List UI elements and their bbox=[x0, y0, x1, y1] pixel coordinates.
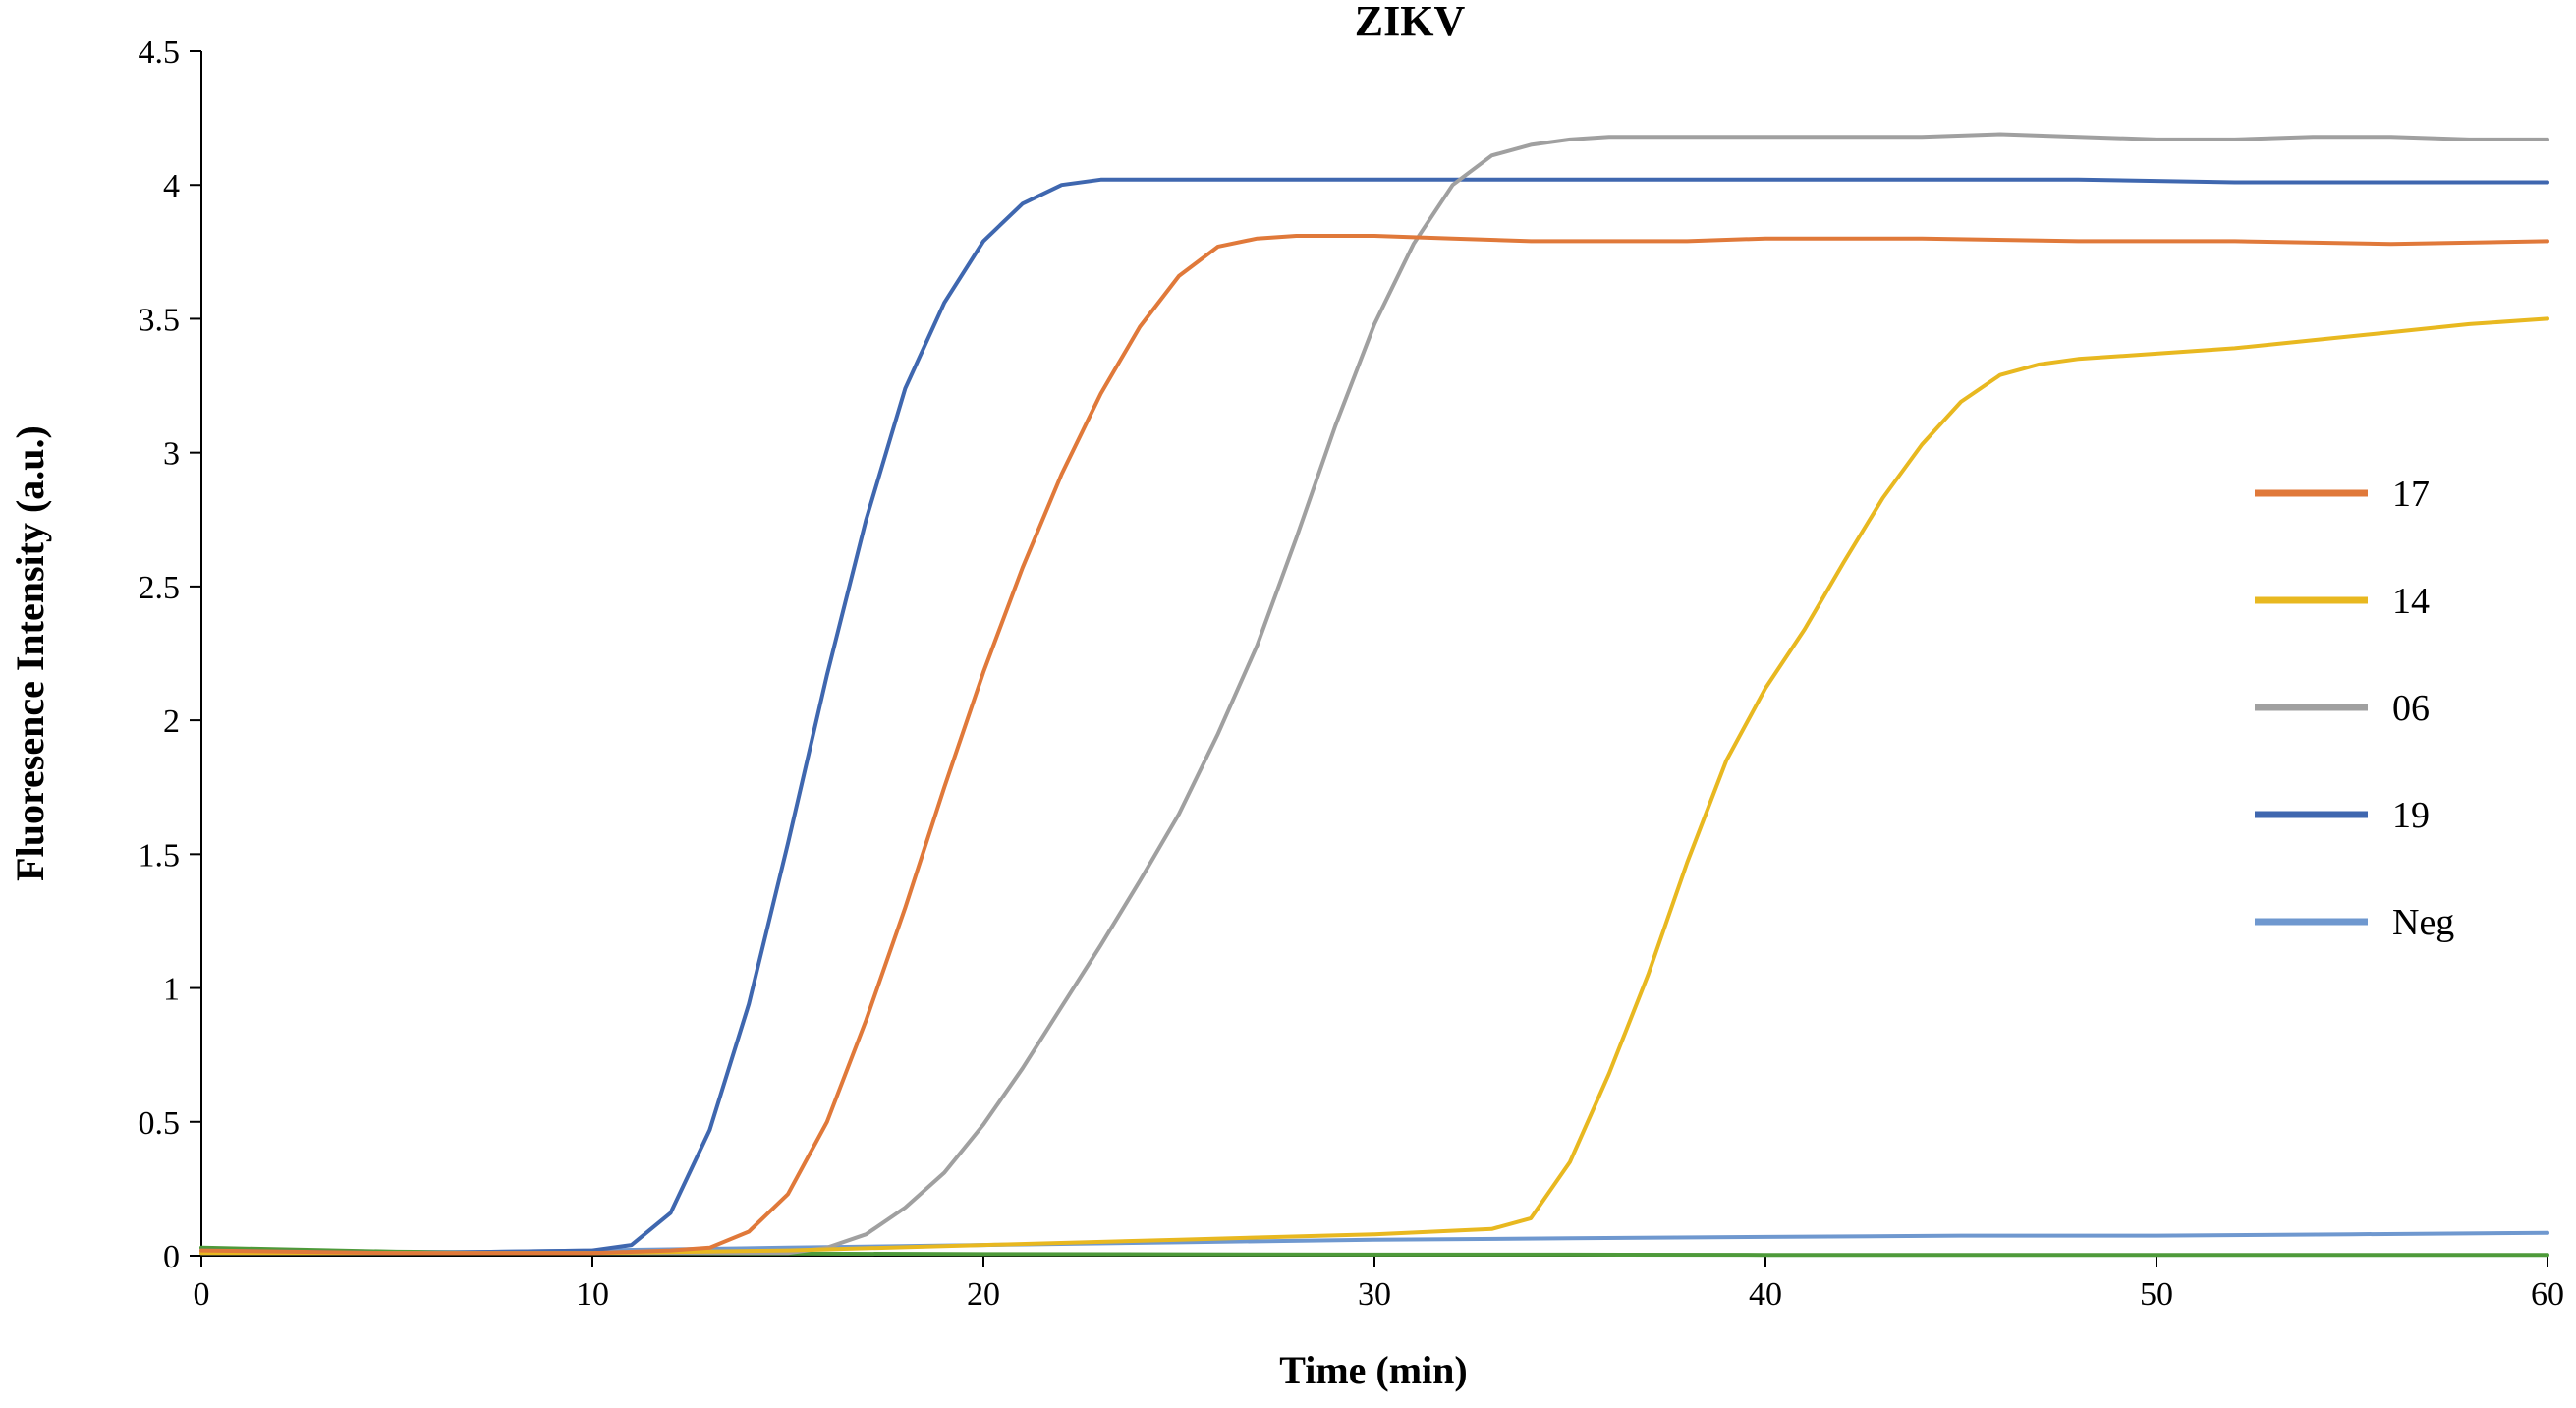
legend-label-14: 14 bbox=[2392, 581, 2430, 622]
chart-legend: 17 14 06 19 Neg bbox=[2255, 474, 2454, 943]
y-tick-label: 4 bbox=[163, 168, 180, 204]
y-tick-label: 2 bbox=[163, 704, 180, 740]
x-tick-label: 30 bbox=[1358, 1276, 1391, 1313]
x-tick-label: 0 bbox=[194, 1276, 210, 1313]
y-tick-label: 0 bbox=[163, 1239, 180, 1275]
legend-label-17: 17 bbox=[2392, 474, 2430, 515]
x-axis-title: Time (min) bbox=[1279, 1348, 1467, 1392]
series-line-19 bbox=[199, 177, 2549, 1256]
y-tick-label: 1.5 bbox=[139, 837, 181, 873]
y-axis-ticks: 0 0.5 1 1.5 2 2.5 3 3.5 4 4.5 bbox=[139, 34, 201, 1275]
y-axis-title: Fluoresence Intensity (a.u.) bbox=[8, 425, 52, 881]
y-tick-label: 0.5 bbox=[139, 1105, 181, 1142]
legend-label-19: 19 bbox=[2392, 795, 2430, 836]
legend-label-06: 06 bbox=[2392, 688, 2430, 729]
legend-label-neg: Neg bbox=[2392, 902, 2454, 943]
x-tick-label: 40 bbox=[1749, 1276, 1782, 1313]
x-tick-label: 10 bbox=[576, 1276, 609, 1313]
x-tick-label: 60 bbox=[2531, 1276, 2564, 1313]
series-line-06 bbox=[199, 132, 2549, 1256]
x-axis-ticks: 0 10 20 30 40 50 60 bbox=[194, 1256, 2564, 1313]
y-tick-label: 2.5 bbox=[139, 570, 181, 606]
y-tick-label: 3.5 bbox=[139, 302, 181, 338]
series-line-14 bbox=[199, 316, 2549, 1256]
series-layer bbox=[199, 132, 2549, 1258]
x-tick-label: 20 bbox=[967, 1276, 1000, 1313]
chart-title: ZIKV bbox=[1355, 0, 1466, 45]
y-tick-label: 1 bbox=[163, 972, 180, 1008]
series-line-17 bbox=[199, 234, 2549, 1256]
y-tick-label: 4.5 bbox=[139, 34, 181, 71]
y-tick-label: 3 bbox=[163, 436, 180, 473]
x-tick-label: 50 bbox=[2140, 1276, 2173, 1313]
